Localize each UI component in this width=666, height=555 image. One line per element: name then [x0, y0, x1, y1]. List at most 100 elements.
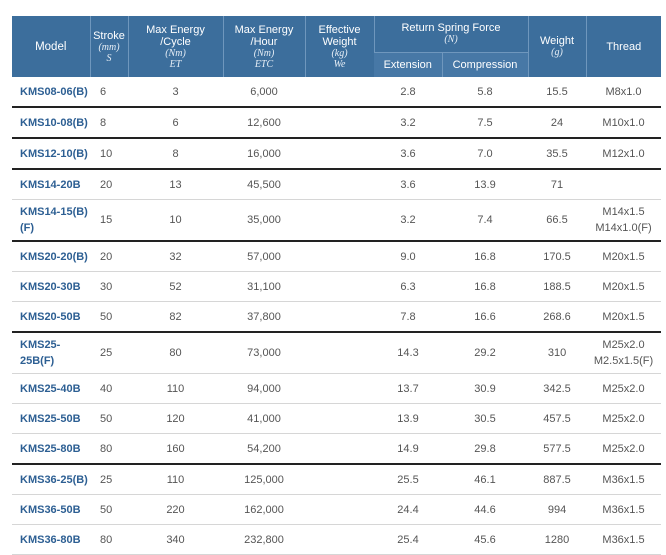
- cell-stroke: 30: [90, 271, 128, 302]
- header-stroke: Stroke (mm) S: [89, 16, 128, 77]
- cell-max-energy-hour: 94,000: [223, 373, 305, 404]
- cell-extension: 3.6: [374, 137, 442, 170]
- cell-compression: 45.6: [442, 524, 529, 555]
- header-return-spring-force: Return Spring Force (N): [373, 16, 529, 53]
- cell-max-energy-hour: 16,000: [223, 137, 305, 170]
- thread-value: M20x1.5: [602, 250, 645, 263]
- header-max-energy-hour: Max Energy /Hour (Nm) ETC: [222, 16, 305, 77]
- cell-thread: M25x2.0: [586, 373, 662, 404]
- cell-max-energy-hour: 232,800: [223, 524, 305, 555]
- cell-model: KMS20-30B: [12, 271, 90, 302]
- cell-max-energy-cycle: 3: [128, 77, 223, 108]
- cell-max-energy-hour: 35,000: [223, 199, 305, 242]
- header-weight: Weight (g): [527, 16, 587, 77]
- cell-thread: M8x1.0: [586, 77, 662, 108]
- cell-stroke: 50: [90, 494, 128, 525]
- cell-model: KMS36-80B: [12, 524, 90, 555]
- cell-stroke: 20: [90, 240, 128, 272]
- cell-max-energy-hour: 57,000: [223, 240, 305, 272]
- cell-effective-weight: [305, 168, 374, 200]
- cell-effective-weight: [305, 199, 374, 242]
- cell-extension: 2.8: [374, 77, 442, 108]
- cell-thread: M36x1.5: [586, 494, 662, 525]
- cell-effective-weight: [305, 271, 374, 302]
- cell-max-energy-cycle: 120: [128, 403, 223, 434]
- cell-model: KMS08-06(B): [12, 77, 90, 108]
- cell-weight: 268.6: [528, 301, 587, 333]
- table-body: KMS08-06(B) 6 3 6,000 2.8 5.8 15.5 M8x1.…: [12, 77, 662, 555]
- header-max-energy-cycle: Max Energy /Cycle (Nm) ET: [127, 16, 223, 77]
- cell-stroke: 8: [90, 106, 128, 139]
- cell-weight: 24: [528, 106, 587, 139]
- cell-model: KMS25-50B: [12, 403, 90, 434]
- header-thread: Thread: [585, 16, 662, 77]
- cell-effective-weight: [305, 137, 374, 170]
- cell-max-energy-cycle: 220: [128, 494, 223, 525]
- cell-max-energy-hour: 12,600: [223, 106, 305, 139]
- cell-effective-weight: [305, 301, 374, 333]
- cell-stroke: 15: [90, 199, 128, 242]
- cell-compression: 13.9: [442, 168, 529, 200]
- cell-thread: M36x1.5: [586, 524, 662, 555]
- cell-compression: 16.8: [442, 271, 529, 302]
- cell-extension: 25.5: [374, 463, 442, 495]
- cell-extension: 9.0: [374, 240, 442, 272]
- cell-max-energy-cycle: 13: [128, 168, 223, 200]
- cell-max-energy-cycle: 10: [128, 199, 223, 242]
- cell-max-energy-hour: 162,000: [223, 494, 305, 525]
- cell-compression: 44.6: [442, 494, 529, 525]
- cell-effective-weight: [305, 331, 374, 374]
- cell-compression: 29.8: [442, 433, 529, 465]
- cell-thread: M25x2.0: [586, 433, 662, 465]
- cell-compression: 16.8: [442, 240, 529, 272]
- cell-effective-weight: [305, 240, 374, 272]
- cell-effective-weight: [305, 77, 374, 108]
- cell-effective-weight: [305, 494, 374, 525]
- cell-compression: 29.2: [442, 331, 529, 374]
- thread-value: M20x1.5: [602, 280, 645, 293]
- cell-extension: 24.4: [374, 494, 442, 525]
- table-row: KMS10-08(B) 8 6 12,600 3.2 7.5 24 M10x1.…: [12, 106, 662, 139]
- cell-max-energy-cycle: 110: [128, 463, 223, 495]
- spec-table: Model Stroke (mm) S Max Energy /Cycle (N…: [12, 16, 662, 555]
- table-row: KMS25-40B 40 110 94,000 13.7 30.9 342.5 …: [12, 373, 662, 404]
- cell-compression: 7.4: [442, 199, 529, 242]
- table-row: KMS14-15(B)(F) 15 10 35,000 3.2 7.4 66.5…: [12, 199, 662, 242]
- cell-model: KMS20-20(B): [12, 240, 90, 272]
- cell-thread: M25x2.0 M2.5x1.5(F): [586, 331, 662, 374]
- cell-model: KMS14-20B: [12, 168, 90, 200]
- thread-value: M25x2.0: [602, 412, 645, 425]
- cell-thread: M20x1.5: [586, 271, 662, 302]
- cell-model: KMS10-08(B): [12, 106, 90, 139]
- cell-effective-weight: [305, 106, 374, 139]
- cell-extension: 6.3: [374, 271, 442, 302]
- table-row: KMS08-06(B) 6 3 6,000 2.8 5.8 15.5 M8x1.…: [12, 77, 662, 108]
- cell-stroke: 25: [90, 463, 128, 495]
- thread-value: M14x1.5: [602, 206, 645, 218]
- cell-model: KMS36-25(B): [12, 463, 90, 495]
- thread-value: M10x1.0: [602, 116, 645, 129]
- cell-stroke: 20: [90, 168, 128, 200]
- cell-max-energy-cycle: 32: [128, 240, 223, 272]
- cell-stroke: 50: [90, 301, 128, 333]
- cell-max-energy-hour: 31,100: [223, 271, 305, 302]
- thread-value: M12x1.0: [602, 147, 645, 160]
- table-row: KMS36-80B 80 340 232,800 25.4 45.6 1280 …: [12, 524, 662, 555]
- cell-effective-weight: [305, 403, 374, 434]
- thread-value: M20x1.5: [602, 310, 645, 323]
- cell-stroke: 10: [90, 137, 128, 170]
- header-extension: Extension: [374, 52, 442, 77]
- cell-thread: M36x1.5: [586, 463, 662, 495]
- cell-max-energy-cycle: 8: [128, 137, 223, 170]
- cell-thread: M14x1.5 M14x1.0(F): [586, 199, 662, 242]
- cell-extension: 25.4: [374, 524, 442, 555]
- cell-max-energy-hour: 73,000: [223, 331, 305, 374]
- cell-compression: 16.6: [442, 301, 529, 333]
- cell-model: KMS25-25B(F): [12, 331, 90, 374]
- cell-extension: 3.6: [374, 168, 442, 200]
- cell-extension: 13.9: [374, 403, 442, 434]
- cell-thread: M10x1.0: [586, 106, 662, 139]
- table-row: KMS25-25B(F) 25 80 73,000 14.3 29.2 310 …: [12, 331, 662, 374]
- cell-weight: 66.5: [528, 199, 587, 242]
- cell-compression: 30.9: [442, 373, 529, 404]
